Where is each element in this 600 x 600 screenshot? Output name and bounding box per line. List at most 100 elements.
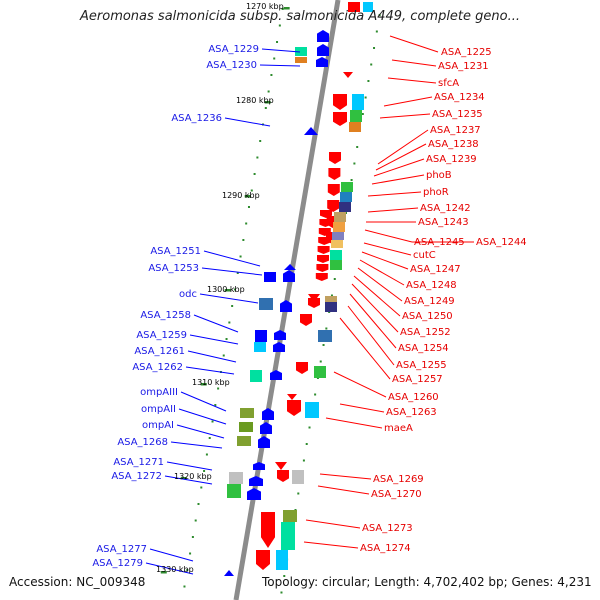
gene-label[interactable]: odc: [179, 289, 197, 300]
gene-label[interactable]: ASA_1248: [406, 280, 457, 291]
leader-line: [259, 64, 301, 67]
gene-label[interactable]: ASA_1245: [414, 237, 465, 248]
left-gene-labels: ASA_1229 ASA_1230 ASA_1236 ASA_1251 ASA_…: [92, 44, 259, 569]
gene-label[interactable]: ASA_1269: [373, 474, 424, 485]
leader-line: [379, 113, 431, 119]
leader-line: [373, 158, 425, 177]
gene-label[interactable]: ASA_1273: [362, 523, 413, 534]
gene-label[interactable]: phoR: [423, 187, 449, 198]
track-dot: [273, 57, 276, 60]
gene-label[interactable]: ASA_1263: [386, 407, 437, 418]
track-dot: [189, 552, 192, 555]
forward-gene: [280, 300, 292, 312]
tick-mark: [224, 289, 231, 292]
gene-label[interactable]: ASA_1272: [111, 471, 162, 482]
leader-line: [166, 461, 213, 471]
track-dot: [239, 255, 242, 258]
gene-label[interactable]: ASA_1235: [432, 109, 483, 120]
gene-label[interactable]: ASA_1251: [150, 246, 201, 257]
feature-block: [255, 330, 267, 342]
gene-label[interactable]: ASA_1230: [206, 60, 257, 71]
gene-label[interactable]: ASA_1259: [136, 330, 187, 341]
track-dot: [191, 536, 194, 538]
forward-gene: [316, 57, 328, 67]
tick-mark: [264, 101, 271, 104]
gene-label[interactable]: ASA_1244: [476, 237, 527, 248]
gene-label[interactable]: ASA_1260: [388, 392, 439, 403]
forward-arrow: [284, 264, 296, 270]
gene-label[interactable]: ASA_1242: [420, 203, 471, 214]
track-dot: [330, 294, 333, 297]
gene-label[interactable]: ASA_1270: [371, 489, 422, 500]
track-dot: [256, 156, 259, 159]
gene-label[interactable]: ASA_1239: [426, 154, 477, 165]
genome-title: Aeromonas salmonicida subsp. salmonicida…: [80, 9, 520, 24]
gene-label[interactable]: ASA_1257: [392, 374, 443, 385]
leader-line: [364, 229, 413, 243]
gene-label[interactable]: ASA_1255: [396, 360, 447, 371]
reverse-gene: [308, 298, 320, 308]
gene-label[interactable]: sfcA: [438, 78, 459, 89]
gene-label[interactable]: ASA_1254: [398, 343, 449, 354]
feature-block: [239, 422, 253, 432]
gene-label[interactable]: ASA_1249: [404, 296, 455, 307]
track-dot: [314, 393, 317, 396]
gene-label[interactable]: ASA_1247: [410, 264, 461, 275]
feature-block: [330, 260, 342, 270]
gene-label[interactable]: ASA_1243: [418, 217, 469, 228]
reverse-arrow: [275, 462, 287, 470]
track-dot: [186, 569, 189, 571]
forward-gene: [258, 436, 270, 448]
gene-label[interactable]: ASA_1253: [148, 263, 199, 274]
gene-label[interactable]: ASA_1274: [360, 543, 411, 554]
leader-line: [303, 541, 359, 549]
gene-label[interactable]: ASA_1261: [134, 346, 185, 357]
track-dot: [276, 41, 279, 43]
gene-label[interactable]: ompAIII: [140, 387, 178, 398]
feature-block: [254, 342, 266, 352]
leader-line: [189, 334, 239, 345]
leader-line: [357, 267, 403, 302]
leader-line: [325, 417, 383, 429]
gene-label[interactable]: ompAI: [142, 420, 174, 431]
leader-line: [349, 293, 397, 349]
leader-line: [193, 314, 239, 333]
gene-label[interactable]: ASA_1262: [132, 362, 183, 373]
gene-label[interactable]: ASA_1258: [140, 310, 191, 321]
track-dot: [378, 14, 381, 16]
gene-label[interactable]: ompAII: [141, 404, 176, 415]
gene-label[interactable]: ASA_1225: [441, 47, 492, 58]
forward-gene: [249, 476, 263, 486]
reverse-gene: [318, 237, 331, 245]
gene-label[interactable]: ASA_1237: [430, 125, 481, 136]
leader-line: [347, 305, 395, 366]
track-dot: [205, 453, 208, 456]
gene-label[interactable]: ASA_1277: [96, 544, 147, 555]
leader-line: [333, 371, 387, 398]
feature-block: [295, 57, 307, 63]
tick-label: 1290 kbp: [222, 191, 260, 200]
gene-label[interactable]: cutC: [413, 250, 436, 261]
gene-label[interactable]: maeA: [384, 423, 413, 434]
gene-label[interactable]: ASA_1268: [117, 437, 168, 448]
forward-gene: [283, 270, 295, 282]
leader-line: [391, 59, 437, 67]
gene-label[interactable]: ASA_1279: [92, 558, 143, 569]
gene-label[interactable]: ASA_1229: [208, 44, 259, 55]
gene-label[interactable]: ASA_1238: [428, 139, 479, 150]
gene-label[interactable]: ASA_1250: [402, 311, 453, 322]
gene-label[interactable]: ASA_1231: [438, 61, 489, 72]
gene-label[interactable]: ASA_1271: [113, 457, 164, 468]
track-dot: [373, 47, 376, 49]
track-dot: [305, 443, 308, 445]
gene-label[interactable]: ASA_1252: [400, 327, 451, 338]
track-dot: [214, 404, 217, 406]
track-dot: [281, 8, 284, 10]
reverse-gene: [256, 550, 270, 570]
gene-label[interactable]: ASA_1234: [434, 92, 485, 103]
tick-label: 1310 kbp: [192, 378, 230, 387]
feature-block: [229, 472, 243, 484]
reverse-gene: [317, 246, 330, 254]
gene-label[interactable]: ASA_1236: [171, 113, 222, 124]
gene-label[interactable]: phoB: [426, 170, 452, 181]
